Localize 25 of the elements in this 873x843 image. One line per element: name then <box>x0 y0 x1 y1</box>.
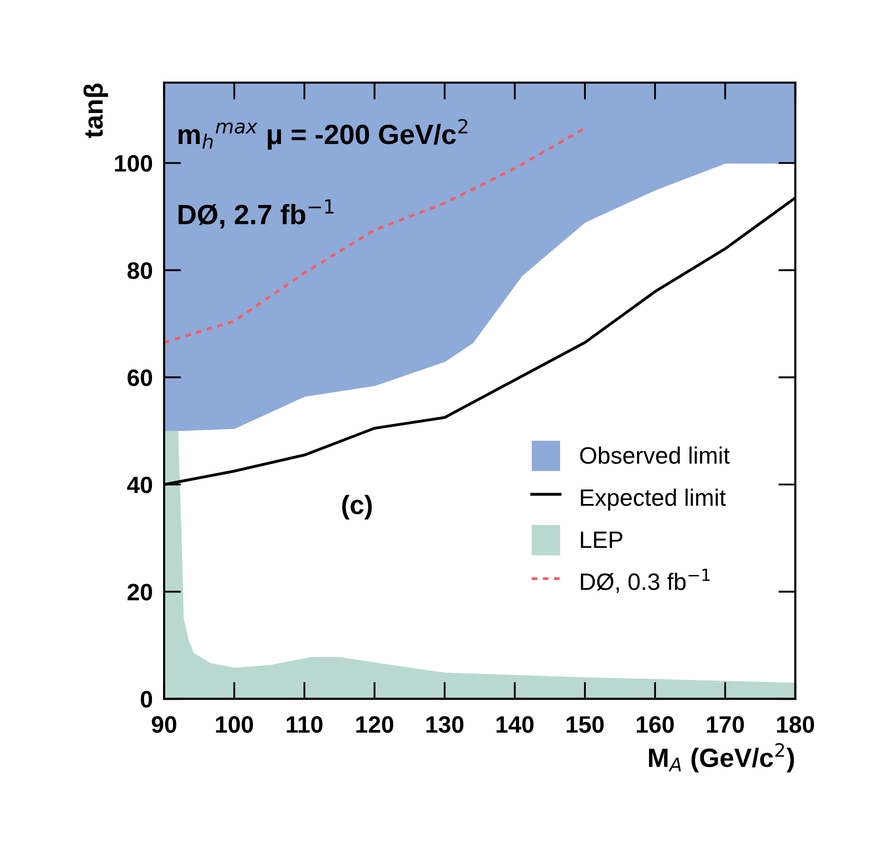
legend-label: Observed limit <box>580 446 730 464</box>
y-tick-label: 60 <box>128 369 152 386</box>
legend-label: Expected limit <box>580 488 726 511</box>
x-tick-label: 140 <box>496 716 534 733</box>
x-tick-label: 90 <box>152 716 176 733</box>
x-tick-label: 170 <box>706 716 744 733</box>
x-tick-label: 150 <box>566 716 604 733</box>
x-axis-title: M$_{A}$ (GeV/c$^{2}$) <box>649 743 794 772</box>
x-tick-label: 100 <box>216 716 253 733</box>
annotation: DØ, 2.7 fb$^{−1}$ <box>178 199 334 228</box>
x-tick-label: 180 <box>777 716 814 733</box>
x-tick-label: 130 <box>426 716 464 733</box>
x-tick-label: 110 <box>286 716 322 733</box>
y-tick-label: 20 <box>128 584 152 600</box>
y-axis-title: tanβ <box>83 83 108 138</box>
x-tick-label: 120 <box>356 716 394 733</box>
x-tick-label: 160 <box>636 716 674 733</box>
annotation: m$_{h}$$^{max}$ μ = -200 GeV/c$^{2}$ <box>178 118 468 150</box>
y-tick-label: 80 <box>128 262 152 279</box>
legend-label: DØ, 0.3 fb$^{−1}$ <box>580 568 710 593</box>
y-tick-label: 40 <box>127 476 152 494</box>
annotation: (c) <box>342 494 372 520</box>
y-tick-label: 0 <box>140 690 152 708</box>
y-tick-label: 100 <box>115 155 152 172</box>
legend-label: LEP <box>580 532 622 548</box>
